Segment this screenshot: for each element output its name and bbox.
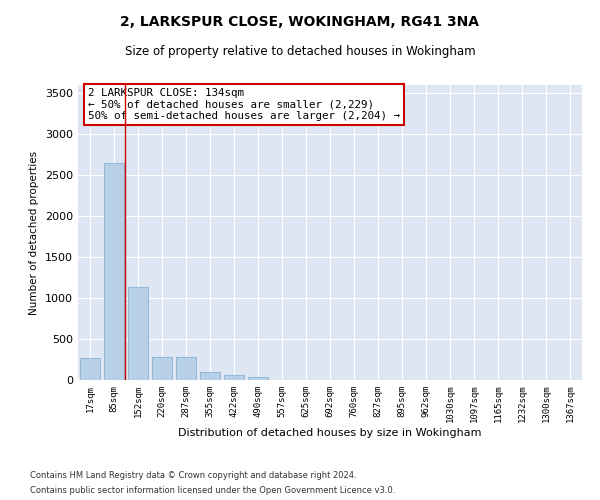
- Bar: [80, 358, 100, 380]
- Text: 2, LARKSPUR CLOSE, WOKINGHAM, RG41 3NA: 2, LARKSPUR CLOSE, WOKINGHAM, RG41 3NA: [121, 15, 479, 29]
- Text: Contains HM Land Registry data © Crown copyright and database right 2024.: Contains HM Land Registry data © Crown c…: [30, 471, 356, 480]
- Bar: [104, 163, 124, 380]
- X-axis label: Distribution of detached houses by size in Wokingham: Distribution of detached houses by size …: [178, 428, 482, 438]
- Bar: [176, 357, 196, 380]
- Bar: [128, 286, 148, 380]
- Bar: [152, 356, 172, 380]
- Bar: [200, 372, 220, 380]
- Bar: [224, 375, 244, 380]
- Text: Size of property relative to detached houses in Wokingham: Size of property relative to detached ho…: [125, 45, 475, 58]
- Text: Contains public sector information licensed under the Open Government Licence v3: Contains public sector information licen…: [30, 486, 395, 495]
- Text: 2 LARKSPUR CLOSE: 134sqm
← 50% of detached houses are smaller (2,229)
50% of sem: 2 LARKSPUR CLOSE: 134sqm ← 50% of detach…: [88, 88, 400, 121]
- Y-axis label: Number of detached properties: Number of detached properties: [29, 150, 40, 314]
- Bar: [248, 377, 268, 380]
